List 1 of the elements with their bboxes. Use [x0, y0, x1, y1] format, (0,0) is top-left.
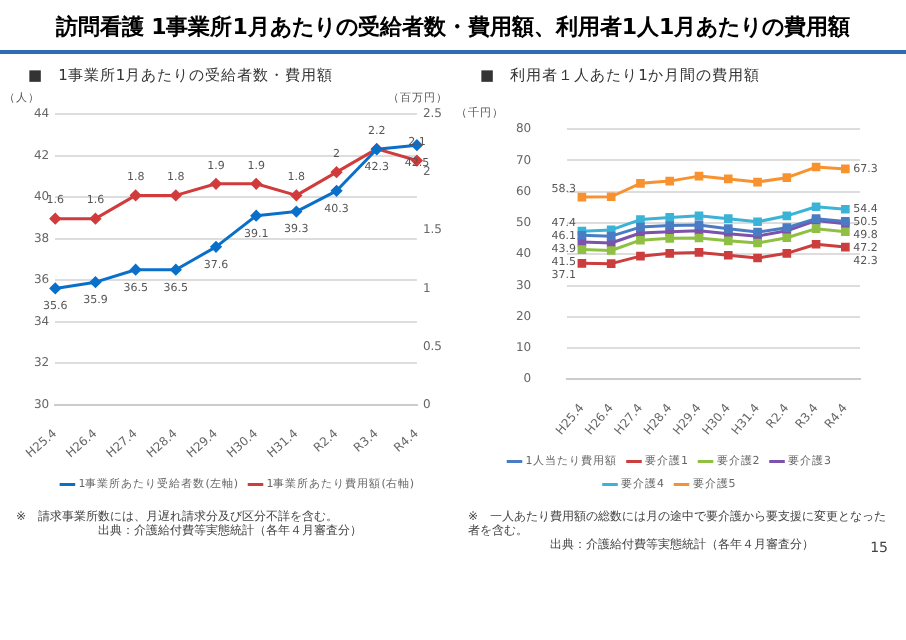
chart-title: 訪問看護 1事業所1月あたりの受給者数・費用額、利用者1人1月あたりの費用額 [0, 0, 906, 54]
